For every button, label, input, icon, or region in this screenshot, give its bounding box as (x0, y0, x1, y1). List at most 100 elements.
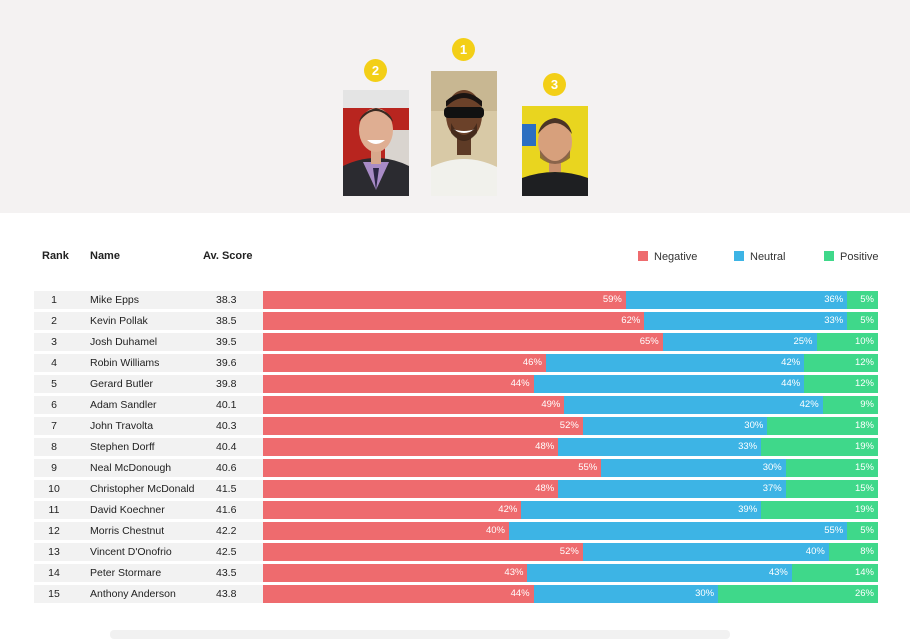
podium-area: 2 1 (0, 0, 910, 213)
row-name: Stephen Dorff (90, 441, 155, 453)
row-rank: 7 (51, 420, 57, 432)
row-score: 39.8 (216, 378, 237, 390)
ranking-table: 1 Mike Epps 38.3 59% 36% 5% 2 Kevin Pollak 38.5 6… (34, 291, 878, 606)
table-header: Rank Name Av. Score (0, 250, 910, 266)
bar-segment-positive: 12% (804, 375, 878, 393)
legend-swatch-positive (824, 251, 834, 261)
table-row: 15 Anthony Anderson 43.8 44% 30% 26% (34, 585, 878, 603)
bar-segment-negative: 42% (263, 501, 522, 519)
table-row: 3 Josh Duhamel 39.5 65% 25% 10% (34, 333, 878, 351)
bar-segment-negative: 59% (263, 291, 626, 309)
bar-segment-positive: 15% (785, 459, 878, 477)
stacked-bar: 62% 33% 5% (263, 312, 878, 330)
bar-segment-negative: 65% (263, 333, 663, 351)
row-rank: 15 (48, 588, 60, 600)
rank-2-medal: 2 (364, 59, 387, 82)
bar-segment-negative: 52% (263, 543, 583, 561)
row-name: Morris Chestnut (90, 525, 165, 537)
mike-epps-photo (431, 71, 497, 196)
stacked-bar: 46% 42% 12% (263, 354, 878, 372)
bar-segment-negative: 49% (263, 396, 565, 414)
row-rank: 12 (48, 525, 60, 537)
bar-segment-negative: 43% (263, 564, 528, 582)
bar-segment-positive: 5% (847, 522, 878, 540)
bar-segment-positive: 12% (804, 354, 878, 372)
row-name: Gerard Butler (90, 378, 154, 390)
bar-segment-positive: 15% (785, 480, 878, 498)
table-row: 11 David Koechner 41.6 42% 39% 19% (34, 501, 878, 519)
row-score: 40.1 (216, 399, 237, 411)
bar-segment-neutral: 55% (509, 522, 848, 540)
legend-label-negative: Negative (654, 251, 698, 263)
table-row: 13 Vincent D'Onofrio 42.5 52% 40% 8% (34, 543, 878, 561)
row-name: Anthony Anderson (90, 588, 176, 600)
row-rank: 11 (48, 504, 60, 516)
bar-segment-neutral: 39% (521, 501, 762, 519)
row-score: 40.3 (216, 420, 237, 432)
bar-segment-negative: 48% (263, 438, 559, 456)
legend-swatch-neutral (734, 251, 744, 261)
bar-segment-neutral: 30% (601, 459, 786, 477)
bar-segment-neutral: 42% (545, 354, 805, 372)
bar-segment-neutral: 37% (558, 480, 786, 498)
row-score: 39.6 (216, 357, 237, 369)
bar-segment-positive: 19% (761, 438, 878, 456)
row-name: Neal McDonough (90, 462, 172, 474)
bar-segment-positive: 8% (828, 543, 878, 561)
bar-segment-neutral: 30% (582, 417, 768, 435)
bar-segment-negative: 46% (263, 354, 546, 372)
bar-segment-negative: 55% (263, 459, 602, 477)
row-name: Adam Sandler (90, 399, 157, 411)
stacked-bar: 42% 39% 19% (263, 501, 878, 519)
row-name: David Koechner (90, 504, 165, 516)
rank-1-medal: 1 (452, 38, 475, 61)
row-score: 39.5 (216, 336, 237, 348)
bar-segment-positive: 14% (791, 564, 878, 582)
table-row: 2 Kevin Pollak 38.5 62% 33% 5% (34, 312, 878, 330)
bar-segment-positive: 10% (816, 333, 878, 351)
row-name: Josh Duhamel (90, 336, 158, 348)
row-score: 42.5 (216, 546, 237, 558)
table-row: 14 Peter Stormare 43.5 43% 43% 14% (34, 564, 878, 582)
row-rank: 4 (51, 357, 57, 369)
bar-segment-negative: 40% (263, 522, 509, 540)
row-rank: 9 (51, 462, 57, 474)
bottom-shadow (110, 630, 730, 639)
table-row: 1 Mike Epps 38.3 59% 36% 5% (34, 291, 878, 309)
legend-item-neutral: Neutral (734, 251, 785, 263)
row-rank: 10 (48, 483, 60, 495)
row-score: 41.6 (216, 504, 237, 516)
row-score: 42.2 (216, 525, 237, 537)
table-row: 7 John Travolta 40.3 52% 30% 18% (34, 417, 878, 435)
bar-segment-neutral: 36% (625, 291, 848, 309)
bar-segment-neutral: 44% (533, 375, 805, 393)
stacked-bar: 48% 33% 19% (263, 438, 878, 456)
bar-segment-neutral: 42% (564, 396, 823, 414)
bar-segment-negative: 62% (263, 312, 645, 330)
legend-item-negative: Negative (638, 251, 697, 263)
row-rank: 14 (48, 567, 60, 579)
table-row: 8 Stephen Dorff 40.4 48% 33% 19% (34, 438, 878, 456)
row-name: John Travolta (90, 420, 154, 432)
bar-segment-negative: 52% (263, 417, 583, 435)
row-score: 40.6 (216, 462, 237, 474)
bar-segment-positive: 5% (847, 291, 878, 309)
stacked-bar: 65% 25% 10% (263, 333, 878, 351)
row-rank: 3 (51, 336, 57, 348)
row-score: 40.4 (216, 441, 237, 453)
stacked-bar: 49% 42% 9% (263, 396, 878, 414)
stacked-bar: 44% 44% 12% (263, 375, 878, 393)
stacked-bar: 48% 37% 15% (263, 480, 878, 498)
row-score: 38.5 (216, 315, 237, 327)
bar-segment-positive: 5% (847, 312, 878, 330)
legend-item-positive: Positive (824, 251, 879, 263)
row-name: Vincent D'Onofrio (90, 546, 172, 558)
column-header-rank: Rank (42, 250, 69, 262)
row-score: 43.5 (216, 567, 237, 579)
bar-segment-negative: 44% (263, 585, 534, 603)
row-rank: 13 (48, 546, 60, 558)
table-row: 5 Gerard Butler 39.8 44% 44% 12% (34, 375, 878, 393)
row-rank: 8 (51, 441, 57, 453)
stacked-bar: 44% 30% 26% (263, 585, 878, 603)
column-header-score: Av. Score (203, 250, 253, 262)
